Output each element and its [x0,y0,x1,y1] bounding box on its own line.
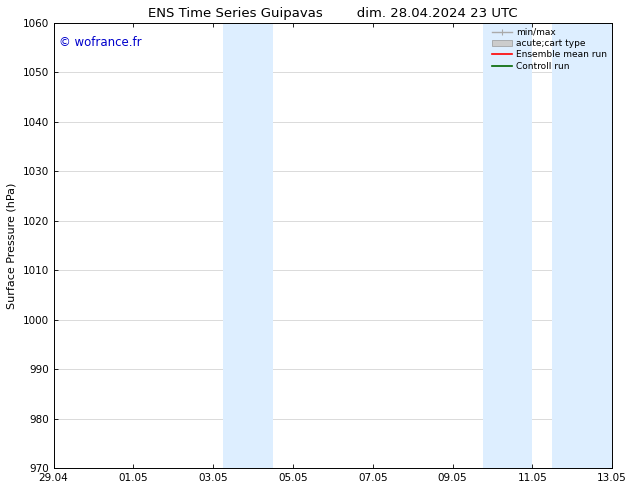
Bar [223,23,273,468]
Legend: min/max, acute;cart type, Ensemble mean run, Controll run: min/max, acute;cart type, Ensemble mean … [489,25,609,74]
Y-axis label: Surface Pressure (hPa): Surface Pressure (hPa) [7,182,17,309]
Bar [552,23,612,468]
Bar [482,23,533,468]
Title: ENS Time Series Guipavas        dim. 28.04.2024 23 UTC: ENS Time Series Guipavas dim. 28.04.2024… [148,7,518,20]
Text: © wofrance.fr: © wofrance.fr [59,36,142,49]
